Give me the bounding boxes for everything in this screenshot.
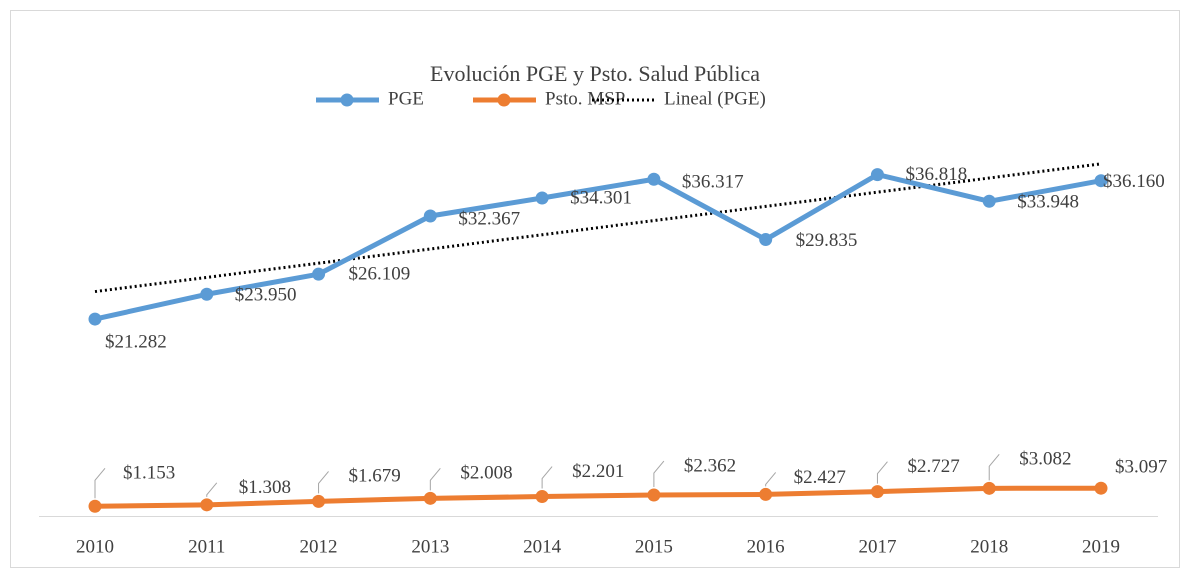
leader-line [765, 472, 777, 487]
point [423, 209, 437, 223]
data-label: $1.679 [349, 466, 401, 487]
point [200, 498, 214, 512]
x-tick-label: 2019 [1082, 536, 1120, 557]
leader-line [988, 454, 1000, 481]
data-label: $1.153 [123, 463, 175, 484]
point [535, 490, 549, 504]
legend-label: Lineal (PGE) [664, 88, 766, 109]
point [759, 233, 773, 247]
point [200, 287, 214, 301]
data-label: $36.160 [1103, 171, 1165, 192]
leader-line [541, 466, 553, 489]
x-tick-label: 2013 [411, 536, 449, 557]
data-label: $2.008 [460, 463, 512, 484]
point [88, 312, 102, 326]
leader-line [318, 471, 329, 494]
series-line [94, 485, 1102, 509]
leader-line [429, 468, 441, 491]
data-label: $29.835 [796, 230, 858, 251]
x-tick-label: 2015 [635, 536, 673, 557]
data-label: $3.097 [1115, 457, 1167, 478]
data-label: $36.818 [905, 164, 967, 185]
point [535, 191, 549, 205]
point [870, 168, 884, 182]
x-tick-label: 2016 [747, 536, 785, 557]
data-label: $2.427 [794, 467, 846, 488]
point [647, 488, 661, 502]
point [982, 481, 996, 495]
data-label: $32.367 [458, 208, 520, 229]
series-line [94, 172, 1102, 322]
leader-line [653, 460, 665, 488]
data-label: $3.082 [1019, 449, 1071, 470]
data-label: $34.301 [570, 187, 632, 208]
point [88, 499, 102, 513]
point [423, 491, 437, 505]
point [1094, 481, 1108, 495]
data-label: $33.948 [1017, 192, 1079, 213]
point [759, 487, 773, 501]
data-label: $2.201 [572, 461, 624, 482]
point [1094, 174, 1108, 188]
data-label: $2.362 [684, 455, 736, 476]
data-label: $36.317 [682, 172, 744, 193]
data-label: $2.727 [907, 456, 959, 477]
legend-label: PGE [388, 88, 424, 109]
x-tick-label: 2014 [523, 536, 562, 557]
data-label: $1.308 [239, 477, 291, 498]
x-tick-label: 2018 [970, 536, 1008, 557]
legend-label: Psto. MSP [545, 88, 625, 109]
chart-title: Evolución PGE y Psto. Salud Pública [430, 61, 760, 86]
leader-line [94, 467, 106, 499]
x-tick-label: 2012 [300, 536, 338, 557]
point [647, 172, 661, 186]
x-tick-label: 2017 [858, 536, 896, 557]
legend-marker [497, 93, 511, 107]
data-label: $23.950 [235, 285, 297, 306]
point [312, 267, 326, 281]
data-label: $21.282 [105, 331, 167, 352]
leader-line [876, 461, 888, 484]
x-tick-label: 2010 [76, 536, 114, 557]
x-tick-label: 2011 [188, 536, 225, 557]
data-label: $26.109 [349, 264, 411, 285]
point [870, 485, 884, 499]
legend-marker [340, 93, 354, 107]
leader-line [206, 482, 218, 497]
point [312, 494, 326, 508]
point [982, 194, 996, 208]
trend-line [94, 162, 1102, 294]
